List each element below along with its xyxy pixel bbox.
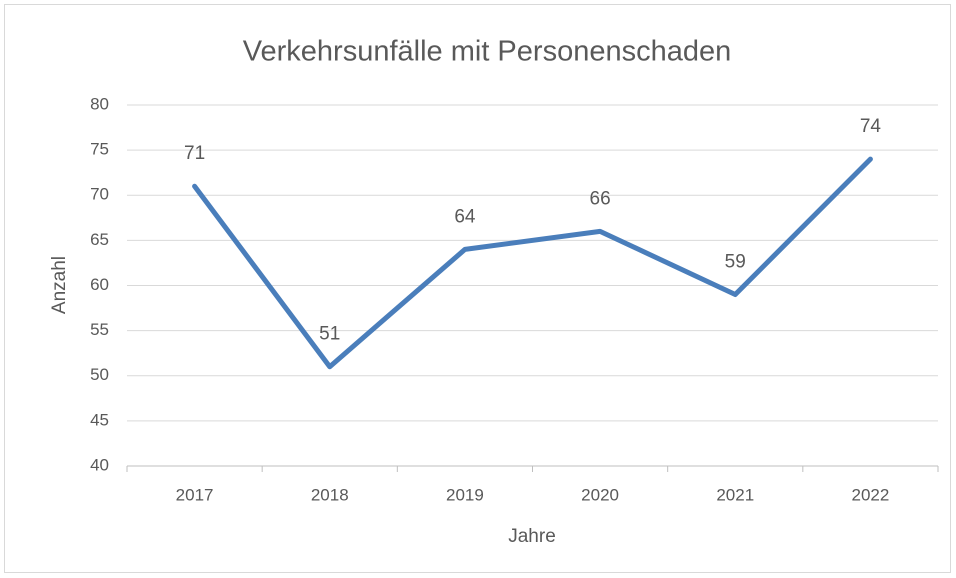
x-tick-label: 2018 — [311, 485, 349, 504]
x-tick-label: 2022 — [852, 485, 890, 504]
x-tick-label: 2017 — [176, 485, 214, 504]
y-tick-label: 45 — [90, 410, 109, 429]
x-tick-label: 2021 — [716, 485, 754, 504]
data-label: 74 — [860, 116, 882, 137]
x-tick-label: 2019 — [446, 485, 484, 504]
y-tick-label: 70 — [90, 185, 109, 204]
data-label: 59 — [725, 252, 746, 273]
chart-border — [4, 4, 951, 573]
chart-title: Verkehrsunfälle mit Personenschaden — [243, 36, 731, 68]
x-axis-label: Jahre — [508, 526, 556, 547]
y-tick-label: 80 — [90, 94, 109, 113]
y-tick-label: 40 — [90, 455, 109, 474]
y-tick-label: 65 — [90, 230, 109, 249]
data-label: 66 — [590, 188, 611, 209]
y-tick-label: 60 — [90, 275, 109, 294]
data-label: 51 — [319, 324, 340, 345]
y-tick-label: 75 — [90, 140, 109, 159]
y-tick-label: 55 — [90, 320, 109, 339]
y-axis-label: Anzahl — [49, 256, 70, 314]
y-tick-label: 50 — [90, 365, 109, 384]
line-series — [192, 156, 873, 370]
data-label: 71 — [184, 143, 205, 164]
x-tick-label: 2020 — [581, 485, 619, 504]
data-label: 64 — [454, 206, 476, 227]
